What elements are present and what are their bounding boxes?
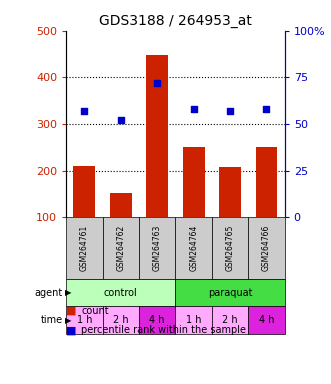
Point <box>155 80 160 86</box>
Bar <box>66 306 103 334</box>
Point <box>118 117 123 123</box>
Text: GSM264763: GSM264763 <box>153 225 162 271</box>
Text: 4 h: 4 h <box>259 315 274 325</box>
Bar <box>110 193 132 217</box>
Bar <box>219 167 241 217</box>
Text: percentile rank within the sample: percentile rank within the sample <box>81 325 246 335</box>
Bar <box>103 217 139 279</box>
Bar <box>146 55 168 217</box>
Text: 2 h: 2 h <box>222 315 238 325</box>
Point <box>191 106 196 112</box>
Text: ■: ■ <box>66 325 77 335</box>
Text: GSM264762: GSM264762 <box>116 225 125 271</box>
Bar <box>256 147 277 217</box>
Bar <box>248 306 285 334</box>
Bar <box>212 217 248 279</box>
Bar <box>73 166 95 217</box>
Point <box>227 108 233 114</box>
Bar <box>175 279 285 306</box>
Text: paraquat: paraquat <box>208 288 252 298</box>
Bar <box>103 306 139 334</box>
Text: ■: ■ <box>66 306 77 316</box>
Bar <box>139 306 175 334</box>
Text: time: time <box>41 315 63 325</box>
Text: GSM264765: GSM264765 <box>225 225 235 271</box>
Bar <box>139 217 175 279</box>
Text: GSM264766: GSM264766 <box>262 225 271 271</box>
Bar <box>66 217 103 279</box>
Bar <box>183 147 205 217</box>
Point <box>264 106 269 112</box>
Text: GSM264761: GSM264761 <box>80 225 89 271</box>
Text: agent: agent <box>35 288 63 298</box>
Text: count: count <box>81 306 109 316</box>
Text: 1 h: 1 h <box>77 315 92 325</box>
Text: GSM264764: GSM264764 <box>189 225 198 271</box>
Point <box>82 108 87 114</box>
Text: ▶: ▶ <box>65 288 71 297</box>
Bar <box>66 279 175 306</box>
Text: 4 h: 4 h <box>150 315 165 325</box>
Bar <box>175 217 212 279</box>
Text: 2 h: 2 h <box>113 315 129 325</box>
Title: GDS3188 / 264953_at: GDS3188 / 264953_at <box>99 14 252 28</box>
Text: 1 h: 1 h <box>186 315 201 325</box>
Text: control: control <box>104 288 138 298</box>
Bar <box>212 306 248 334</box>
Text: ▶: ▶ <box>65 316 71 325</box>
Bar <box>248 217 285 279</box>
Bar <box>175 306 212 334</box>
